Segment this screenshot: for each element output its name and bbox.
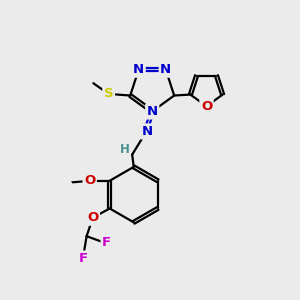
Text: F: F (79, 252, 88, 265)
Text: N: N (160, 63, 171, 76)
Text: H: H (120, 143, 129, 157)
Text: N: N (147, 105, 158, 118)
Text: O: O (87, 211, 98, 224)
Text: N: N (141, 125, 152, 138)
Text: O: O (201, 100, 212, 113)
Text: N: N (133, 63, 144, 76)
Text: F: F (102, 236, 111, 249)
Text: O: O (84, 174, 95, 187)
Text: S: S (104, 88, 113, 100)
Text: methoxy: methoxy (71, 181, 77, 182)
